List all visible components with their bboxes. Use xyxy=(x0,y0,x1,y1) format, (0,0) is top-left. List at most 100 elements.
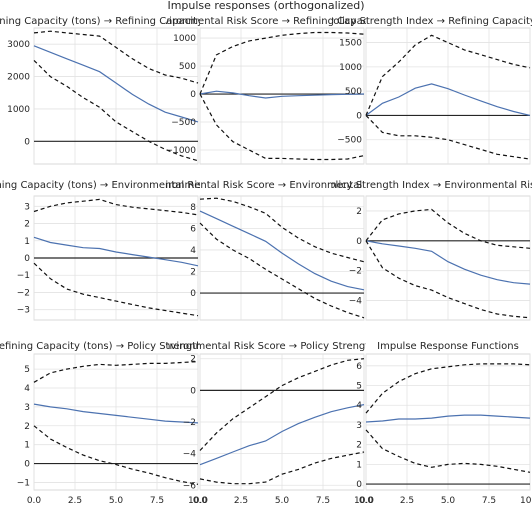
y-tick-label: 0 xyxy=(356,480,362,490)
y-tick-label: 0 xyxy=(190,386,196,396)
y-tick-label: −1 xyxy=(17,478,30,488)
y-tick-label: 3 xyxy=(24,403,30,413)
y-tick-label: 3000 xyxy=(7,40,30,50)
y-tick-label: 5 xyxy=(356,382,362,392)
y-tick-label: −2 xyxy=(183,418,196,428)
x-tick-label: 5.0 xyxy=(275,496,290,506)
y-tick-label: 2 xyxy=(190,355,196,365)
lower-band-line xyxy=(33,425,199,485)
y-tick-label: 1000 xyxy=(173,34,196,44)
lower-band-line xyxy=(199,222,365,319)
y-tick-label: 2 xyxy=(24,220,30,230)
subplot-title: efining Capacity (tons) → Policy Strengt… xyxy=(0,341,233,352)
irf-line xyxy=(365,83,531,116)
irf-line xyxy=(33,403,199,424)
x-tick-label: 7.5 xyxy=(150,496,164,506)
upper-band-line xyxy=(365,208,531,249)
y-tick-label: 1 xyxy=(24,441,30,451)
y-tick-label: 8 xyxy=(190,203,196,213)
subplot-6: −4 −2 0 2 Policy Strength Index → Environmen… xyxy=(324,180,532,321)
y-tick-label: −2 xyxy=(17,288,30,298)
lower-band-line xyxy=(199,451,365,485)
y-tick-label: 500 xyxy=(345,87,362,97)
x-tick-label: 7.5 xyxy=(482,496,496,506)
subplot-title: Environmental Risk Score → Refining Capa… xyxy=(151,16,414,27)
y-tick-label: 2 xyxy=(356,441,362,451)
subplot-7: −1 0 1 2 3 4 5 0.0 2.5 5.0 7.5 10.0 efining Capacity… xyxy=(0,341,233,506)
subplot-title: Impulse Response Functions xyxy=(377,341,519,352)
x-tick-label: 10.0 xyxy=(188,496,208,506)
y-tick-label: −2 xyxy=(349,267,362,277)
upper-band-line xyxy=(33,198,199,216)
x-tick-label: 2.5 xyxy=(400,496,414,506)
y-tick-label: 6 xyxy=(190,224,196,234)
y-tick-label: 1 xyxy=(356,460,362,470)
y-tick-label: 0 xyxy=(356,237,362,247)
lower-band-line xyxy=(33,59,199,162)
x-tick-label: 5.0 xyxy=(109,496,124,506)
y-tick-label: −500 xyxy=(171,118,196,128)
y-tick-label: 0 xyxy=(24,254,30,264)
y-tick-label: −1 xyxy=(17,271,30,281)
y-tick-label: 1000 xyxy=(7,105,30,115)
y-tick-label: 3 xyxy=(24,202,30,212)
y-tick-label: 0 xyxy=(356,111,362,121)
x-tick-label: 0.0 xyxy=(27,496,42,506)
x-tick-label: 5.0 xyxy=(441,496,456,506)
x-tick-label: 10.0 xyxy=(520,496,532,506)
subplot-title: Policy Strength Index → Environmental Ri… xyxy=(324,180,532,191)
irf-line xyxy=(365,240,531,285)
subplot-4: −3 −2 −1 0 1 2 3 ining Capacity (tons) → Enviro… xyxy=(0,180,239,321)
subplot-5: 0 2 4 6 8 Environmental Risk Score → Environm… xyxy=(166,180,366,321)
subplot-3: −500 0 500 1000 1500 Policy Strength Index → … xyxy=(328,16,532,165)
y-tick-label: 500 xyxy=(179,62,196,72)
upper-band-line xyxy=(365,34,531,116)
subplot-1: 0 1000 2000 3000 ining Capacity (tons) → Ref… xyxy=(0,16,236,165)
y-tick-label: −4 xyxy=(183,450,197,460)
y-tick-label: 6 xyxy=(356,362,362,372)
y-tick-label: 1 xyxy=(24,237,30,247)
irf-line xyxy=(199,90,365,99)
x-tick-label: 2.5 xyxy=(68,496,82,506)
y-tick-label: −1000 xyxy=(166,146,197,156)
x-tick-label: 7.5 xyxy=(316,496,330,506)
irf-line xyxy=(199,210,365,291)
lower-band-line xyxy=(365,429,531,473)
subplot-title: Environmental Risk Score → Policy Streng… xyxy=(158,341,407,352)
x-tick-label: 10.0 xyxy=(354,496,374,506)
upper-band-line xyxy=(199,358,365,451)
irf-line xyxy=(365,414,531,423)
lower-band-line xyxy=(199,93,365,161)
subplot-title: ining Capacity (tons) → Environmental Ri… xyxy=(0,180,239,191)
irf-line xyxy=(33,45,199,123)
y-tick-label: 0 xyxy=(190,90,196,100)
y-tick-label: 4 xyxy=(24,384,30,394)
lower-band-line xyxy=(365,240,531,319)
y-tick-label: 2 xyxy=(24,422,30,432)
y-tick-label: 3 xyxy=(356,421,362,431)
y-tick-label: 0 xyxy=(190,289,196,299)
y-tick-label: 0 xyxy=(24,460,30,470)
x-tick-label: 0.0 xyxy=(193,496,208,506)
y-tick-label: −500 xyxy=(337,136,362,146)
y-tick-label: 2 xyxy=(190,267,196,277)
y-tick-label: −4 xyxy=(349,297,363,307)
y-tick-label: 0 xyxy=(24,137,30,147)
subplot-title: ining Capacity (tons) → Refining Capacit… xyxy=(0,16,236,27)
figure-title: Impulse responses (orthogonalized) xyxy=(167,0,364,12)
subplot-title: Policy Strength Index → Refining Capacit… xyxy=(328,16,532,27)
y-tick-label: 4 xyxy=(190,246,196,256)
y-tick-label: −6 xyxy=(183,481,197,491)
subplot-9: 0 1 2 3 4 5 6 0.0 2.5 5.0 7.5 10.0 Impulse Response … xyxy=(356,341,532,506)
x-tick-label: 0.0 xyxy=(359,496,374,506)
y-tick-label: 4 xyxy=(356,401,362,411)
subplot-2: −1000 −500 0 500 1000 Environmental Risk Scor… xyxy=(151,16,414,165)
y-tick-label: −3 xyxy=(17,306,30,316)
x-tick-label: 2.5 xyxy=(234,496,248,506)
y-tick-label: 1000 xyxy=(339,63,362,73)
y-tick-label: 2 xyxy=(356,207,362,217)
y-tick-label: 1500 xyxy=(339,39,362,49)
irf-line xyxy=(33,236,199,267)
